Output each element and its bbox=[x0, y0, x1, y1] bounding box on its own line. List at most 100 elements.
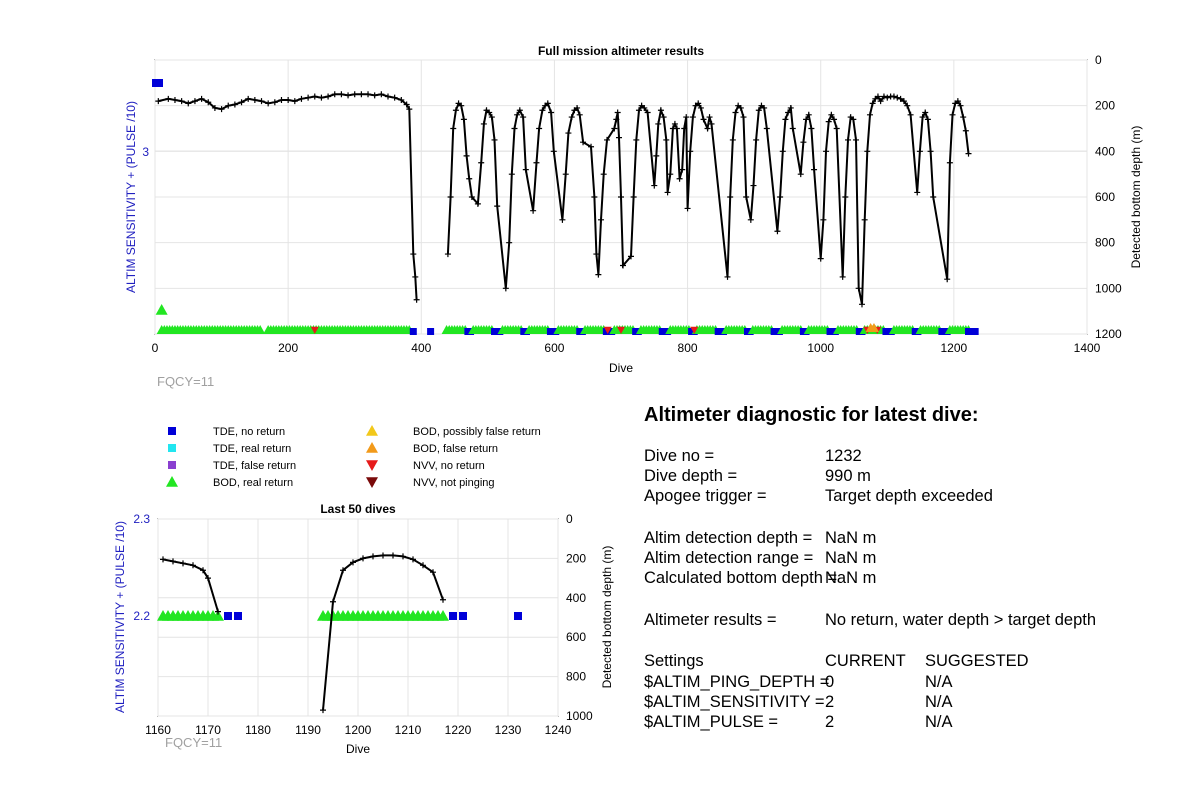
bottom-y-tick-label-right: 1000 bbox=[566, 709, 593, 723]
depth-point bbox=[550, 148, 557, 155]
depth-point bbox=[574, 104, 581, 111]
depth-point bbox=[480, 120, 487, 127]
nvv-no-return-marker bbox=[617, 326, 625, 334]
depth-point bbox=[565, 130, 572, 137]
legend-label: TDE, real return bbox=[213, 443, 291, 455]
depth-point bbox=[591, 194, 598, 200]
depth-point bbox=[644, 109, 651, 116]
depth-point bbox=[683, 114, 690, 121]
diag-label-altimeter-results: Altimeter results = bbox=[644, 611, 777, 629]
bottom-y-tick-label-right: 400 bbox=[566, 591, 586, 605]
depth-point bbox=[198, 95, 205, 102]
depth-point bbox=[559, 216, 566, 223]
diag-value-bottom-depth: NaN m bbox=[825, 569, 877, 587]
diag-value-detection-depth: NaN m bbox=[825, 529, 877, 547]
depth-point bbox=[704, 125, 711, 132]
depth-point bbox=[412, 273, 419, 280]
top-grid bbox=[154, 59, 1088, 335]
depth-point bbox=[474, 200, 481, 207]
top-x-tick-label: 1200 bbox=[941, 341, 968, 355]
bottom-y-tick-label-right: 600 bbox=[566, 630, 586, 644]
depth-point bbox=[358, 91, 365, 98]
depth-point bbox=[861, 216, 868, 223]
bottom-depth-series bbox=[160, 552, 446, 714]
top-chart: 0 200 400 600 800 1000 1200 1400 02004006008001… bbox=[124, 44, 1143, 389]
depth-point bbox=[211, 104, 218, 111]
depth-point bbox=[803, 116, 810, 123]
bottom-y-tick-label-right: 800 bbox=[566, 670, 586, 684]
depth-point bbox=[511, 125, 518, 132]
altim-sensitivity-marker bbox=[152, 79, 163, 87]
setting-sensitivity-current: 2 bbox=[825, 693, 835, 711]
depth-point bbox=[944, 276, 951, 283]
bottom-y-axis-label-left: ALTIM SENSITIVITY + (PULSE /10) bbox=[113, 521, 127, 713]
depth-point bbox=[420, 562, 426, 569]
depth-point bbox=[491, 136, 498, 143]
settings-header-label: Settings bbox=[644, 652, 704, 670]
setting-sensitivity-suggested: N/A bbox=[925, 693, 953, 711]
depth-point bbox=[450, 125, 457, 132]
depth-point bbox=[200, 567, 206, 574]
depth-point bbox=[604, 136, 611, 143]
legend-marker-triangle bbox=[366, 460, 378, 471]
diag-label-apogee-trigger: Apogee trigger = bbox=[644, 487, 767, 505]
depth-point bbox=[180, 560, 186, 567]
depth-point bbox=[508, 171, 515, 178]
depth-point bbox=[171, 96, 178, 103]
depth-point bbox=[400, 553, 406, 560]
depth-point bbox=[406, 106, 413, 113]
depth-point bbox=[218, 106, 225, 113]
tde-no-return-marker bbox=[459, 612, 467, 620]
depth-point bbox=[258, 98, 265, 105]
depth-point bbox=[350, 559, 356, 566]
legend-marker-square bbox=[168, 461, 176, 469]
depth-point bbox=[613, 116, 620, 123]
depth-point bbox=[191, 98, 198, 105]
depth-point bbox=[478, 159, 485, 166]
depth-point bbox=[782, 116, 789, 123]
depth-point bbox=[215, 608, 221, 615]
depth-point bbox=[403, 101, 410, 108]
depth-point bbox=[897, 95, 904, 102]
depth-point bbox=[695, 100, 702, 107]
depth-point bbox=[930, 194, 937, 200]
depth-point bbox=[660, 114, 667, 121]
legend-label: TDE, false return bbox=[213, 460, 296, 472]
depth-point bbox=[291, 98, 298, 105]
depth-point bbox=[732, 109, 739, 116]
bottom-x-tick-label: 1180 bbox=[245, 723, 271, 737]
nvv-no-return-marker bbox=[690, 326, 699, 334]
bottom-chart-title: Last 50 dives bbox=[320, 502, 396, 516]
bottom-x-tick-label: 1190 bbox=[295, 723, 321, 737]
depth-point bbox=[278, 96, 285, 103]
legend-label: TDE, no return bbox=[213, 426, 285, 438]
tde-no-return-marker bbox=[449, 612, 457, 620]
depth-point bbox=[165, 95, 172, 102]
depth-point bbox=[900, 98, 907, 105]
diag-label-detection-depth: Altim detection depth = bbox=[644, 529, 813, 547]
depth-point bbox=[817, 255, 824, 262]
depth-point bbox=[916, 148, 923, 155]
legend-marker-square bbox=[168, 444, 176, 452]
depth-point bbox=[706, 114, 713, 121]
depth-point bbox=[700, 116, 707, 123]
depth-point bbox=[805, 111, 812, 118]
setting-ping-depth-suggested: N/A bbox=[925, 673, 953, 691]
depth-point bbox=[684, 205, 691, 212]
depth-point bbox=[385, 93, 391, 100]
depth-point bbox=[869, 100, 876, 107]
depth-point bbox=[614, 109, 621, 116]
depth-point bbox=[946, 159, 953, 166]
depth-point bbox=[325, 93, 332, 100]
depth-point bbox=[466, 175, 473, 182]
diagnostic-title: Altimeter diagnostic for latest dive: bbox=[644, 404, 979, 426]
depth-point bbox=[894, 94, 901, 101]
depth-point bbox=[318, 94, 325, 101]
bod-real-return-marker bbox=[155, 304, 168, 315]
tde-no-return-marker bbox=[971, 328, 979, 335]
depth-point bbox=[787, 104, 794, 111]
legend-label: NVV, not pinging bbox=[413, 477, 495, 489]
bottom-markers bbox=[157, 610, 522, 621]
depth-point bbox=[413, 296, 420, 303]
depth-point bbox=[588, 143, 595, 150]
